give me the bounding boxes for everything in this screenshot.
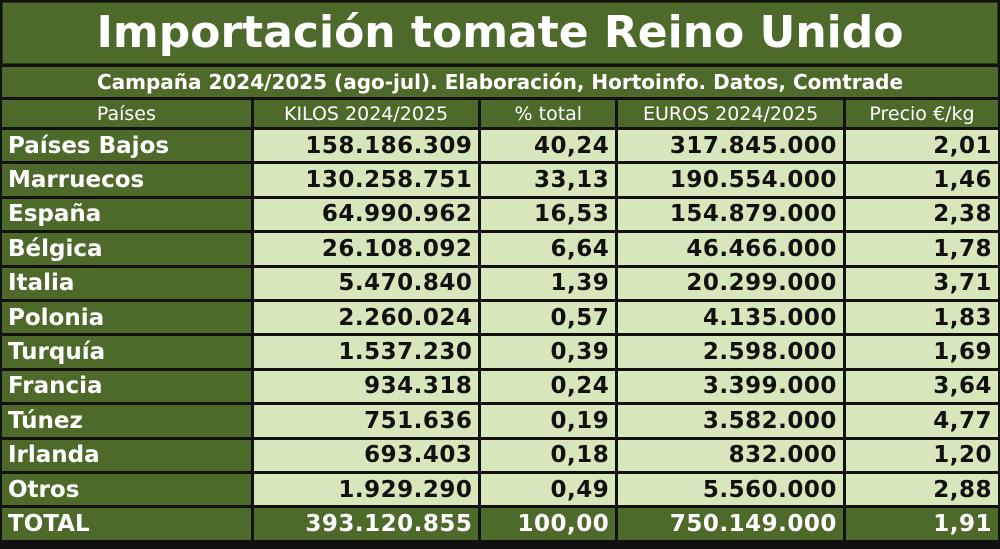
cell-price: 2,01: [845, 130, 998, 162]
cell-price: 3,71: [845, 267, 998, 299]
header-cell-price: Precio €/kg: [845, 100, 998, 127]
cell-country: Bélgica: [2, 233, 251, 265]
total-cell-kilos: 393.120.855: [253, 508, 479, 540]
cell-percent: 6,64: [481, 233, 616, 265]
cell-price: 1,83: [845, 301, 998, 334]
cell-percent: 0,18: [481, 439, 616, 471]
cell-percent: 0,39: [481, 336, 616, 368]
header-cell-kilos: KILOS 2024/2025: [253, 100, 479, 127]
total-row: TOTAL 393.120.855 100,00 750.149.000 1,91: [2, 508, 998, 540]
cell-kilos: 693.403: [253, 439, 479, 471]
table-row: Polonia 2.260.024 0,57 4.135.000 1,83: [2, 301, 998, 334]
cell-percent: 0,57: [481, 301, 616, 334]
cell-country: Otros: [2, 473, 251, 506]
table-subtitle: Campaña 2024/2025 (ago-jul). Elaboración…: [2, 67, 998, 97]
table-row: España 64.990.962 16,53 154.879.000 2,38: [2, 198, 998, 231]
header-cell-countries: Países: [2, 100, 251, 127]
cell-euros: 190.554.000: [618, 164, 843, 196]
cell-country: Italia: [2, 267, 251, 299]
cell-kilos: 1.929.290: [253, 473, 479, 506]
cell-percent: 0,24: [481, 370, 616, 403]
cell-country: Turquía: [2, 336, 251, 368]
cell-percent: 40,24: [481, 130, 616, 162]
header-row: Países KILOS 2024/2025 % total EUROS 202…: [2, 100, 998, 127]
table-title: Importación tomate Reino Unido: [2, 2, 998, 64]
table-row: Otros 1.929.290 0,49 5.560.000 2,88: [2, 473, 998, 506]
cell-price: 4,77: [845, 405, 998, 437]
cell-percent: 0,19: [481, 405, 616, 437]
total-cell-country: TOTAL: [2, 508, 251, 540]
table-row: Irlanda 693.403 0,18 832.000 1,20: [2, 439, 998, 471]
cell-euros: 3.399.000: [618, 370, 843, 403]
cell-country: Marruecos: [2, 164, 251, 196]
table-row: Francia 934.318 0,24 3.399.000 3,64: [2, 370, 998, 403]
import-table: Países KILOS 2024/2025 % total EUROS 202…: [0, 97, 1000, 543]
cell-country: España: [2, 198, 251, 231]
cell-price: 1,78: [845, 233, 998, 265]
table-row: Países Bajos 158.186.309 40,24 317.845.000 2…: [2, 130, 998, 162]
cell-price: 3,64: [845, 370, 998, 403]
cell-country: Países Bajos: [2, 130, 251, 162]
cell-euros: 317.845.000: [618, 130, 843, 162]
table-row: Bélgica 26.108.092 6,64 46.466.000 1,78: [2, 233, 998, 265]
cell-percent: 16,53: [481, 198, 616, 231]
cell-percent: 33,13: [481, 164, 616, 196]
cell-price: 1,46: [845, 164, 998, 196]
cell-kilos: 751.636: [253, 405, 479, 437]
header-cell-percent: % total: [481, 100, 616, 127]
cell-euros: 20.299.000: [618, 267, 843, 299]
cell-euros: 5.560.000: [618, 473, 843, 506]
cell-price: 1,20: [845, 439, 998, 471]
cell-kilos: 26.108.092: [253, 233, 479, 265]
cell-euros: 3.582.000: [618, 405, 843, 437]
total-cell-euros: 750.149.000: [618, 508, 843, 540]
table-row: Túnez 751.636 0,19 3.582.000 4,77: [2, 405, 998, 437]
table-row: Italia 5.470.840 1,39 20.299.000 3,71: [2, 267, 998, 299]
table-row: Turquía 1.537.230 0,39 2.598.000 1,69: [2, 336, 998, 368]
cell-percent: 1,39: [481, 267, 616, 299]
cell-country: Polonia: [2, 301, 251, 334]
cell-price: 1,69: [845, 336, 998, 368]
cell-kilos: 2.260.024: [253, 301, 479, 334]
cell-kilos: 158.186.309: [253, 130, 479, 162]
table-row: Marruecos 130.258.751 33,13 190.554.000 1,46: [2, 164, 998, 196]
cell-country: Francia: [2, 370, 251, 403]
cell-euros: 4.135.000: [618, 301, 843, 334]
cell-euros: 2.598.000: [618, 336, 843, 368]
total-cell-percent: 100,00: [481, 508, 616, 540]
cell-kilos: 1.537.230: [253, 336, 479, 368]
cell-price: 2,88: [845, 473, 998, 506]
cell-country: Irlanda: [2, 439, 251, 471]
cell-percent: 0,49: [481, 473, 616, 506]
total-cell-price: 1,91: [845, 508, 998, 540]
cell-kilos: 130.258.751: [253, 164, 479, 196]
cell-kilos: 64.990.962: [253, 198, 479, 231]
cell-country: Túnez: [2, 405, 251, 437]
cell-euros: 46.466.000: [618, 233, 843, 265]
table-body: Países Bajos 158.186.309 40,24 317.845.000 2…: [2, 130, 998, 540]
cell-kilos: 5.470.840: [253, 267, 479, 299]
header-cell-euros: EUROS 2024/2025: [618, 100, 843, 127]
cell-price: 2,38: [845, 198, 998, 231]
cell-euros: 832.000: [618, 439, 843, 471]
cell-euros: 154.879.000: [618, 198, 843, 231]
cell-kilos: 934.318: [253, 370, 479, 403]
